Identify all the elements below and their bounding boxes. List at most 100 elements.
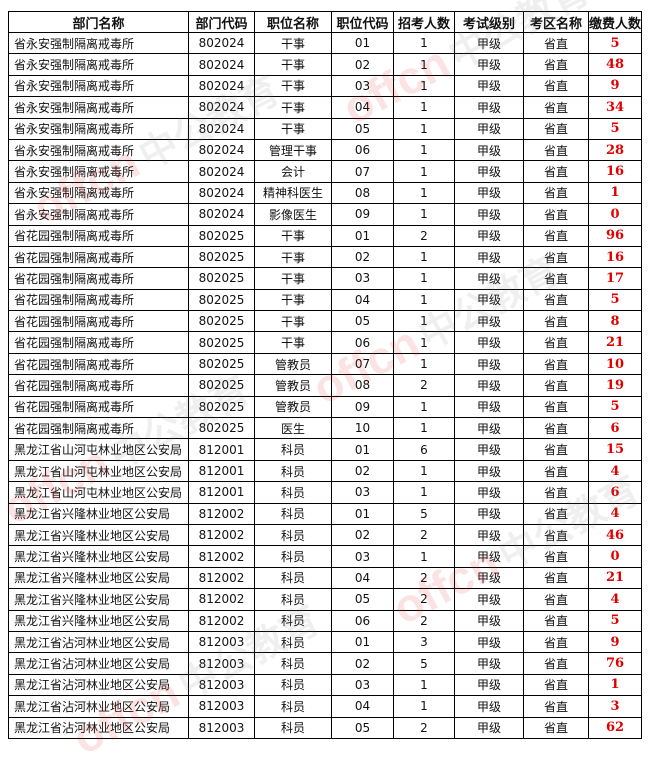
cell-dept-name: 黑龙江省沾河林业地区公安局 [8,695,189,718]
cell-exam-level: 甲级 [454,203,524,226]
table-row: 黑龙江省沾河林业地区公安局 812003 科员 04 1 甲级 省直 3 [8,695,643,718]
cell-exam-area: 省直 [523,160,589,183]
cell-position-name: 科员 [254,438,332,461]
cell-exam-area: 省直 [523,588,589,611]
table-row: 省永安强制隔离戒毒所 802024 干事 04 1 甲级 省直 34 [8,96,643,119]
cell-exam-area: 省直 [523,245,589,269]
cell-exam-level: 甲级 [454,31,524,55]
header-paid-count: 缴费人数 [587,11,643,33]
cell-exam-area: 省直 [523,523,589,547]
cell-position-name: 管教员 [254,352,332,376]
cell-exam-area: 省直 [523,609,589,632]
cell-exam-level: 甲级 [454,588,524,611]
cell-exam-level: 甲级 [454,288,524,312]
cell-position-name: 科员 [254,566,332,590]
cell-dept-code: 802025 [188,288,255,312]
cell-paid-count: 16 [587,160,643,183]
cell-dept-code: 802024 [188,96,255,119]
cell-position-name: 科员 [254,523,332,547]
table-row: 黑龙江省沾河林业地区公安局 812003 科员 01 3 甲级 省直 9 [8,630,643,654]
cell-exam-area: 省直 [523,331,589,354]
table-row: 黑龙江省沾河林业地区公安局 812003 科员 03 1 甲级 省直 1 [8,673,643,697]
cell-quota: 2 [393,609,455,632]
cell-dept-name: 省花园强制隔离戒毒所 [8,374,189,397]
cell-position-name: 干事 [254,245,332,269]
cell-position-code: 05 [331,716,394,739]
cell-position-code: 05 [331,588,394,611]
table-row: 黑龙江省兴隆林业地区公安局 812002 科员 05 2 甲级 省直 4 [8,588,643,611]
cell-paid-count: 5 [587,395,643,419]
cell-quota: 2 [393,224,455,247]
cell-quota: 1 [393,267,455,290]
table-row: 省花园强制隔离戒毒所 802025 干事 05 1 甲级 省直 8 [8,310,643,333]
cell-exam-level: 甲级 [454,502,524,525]
cell-dept-code: 802024 [188,74,255,98]
cell-dept-code: 802025 [188,267,255,290]
cell-quota: 2 [393,523,455,547]
cell-dept-code: 812002 [188,523,255,547]
cell-exam-level: 甲级 [454,310,524,333]
cell-position-name: 精神科医生 [254,181,332,205]
cell-position-code: 02 [331,652,394,675]
table-row: 省永安强制隔离戒毒所 802024 影像医生 09 1 甲级 省直 0 [8,203,643,226]
cell-dept-code: 812002 [188,545,255,568]
cell-position-name: 科员 [254,609,332,632]
cell-position-code: 02 [331,459,394,483]
header-dept-code: 部门代码 [188,11,255,33]
cell-position-name: 科员 [254,588,332,611]
cell-dept-name: 黑龙江省兴隆林业地区公安局 [8,545,189,568]
table-row: 省永安强制隔离戒毒所 802024 干事 02 1 甲级 省直 48 [8,53,643,76]
cell-position-name: 科员 [254,652,332,675]
cell-paid-count: 46 [587,523,643,547]
cell-exam-level: 甲级 [454,695,524,718]
cell-position-code: 03 [331,267,394,290]
table-row: 省永安强制隔离戒毒所 802024 干事 01 1 甲级 省直 5 [8,31,643,55]
cell-dept-code: 812003 [188,630,255,654]
cell-dept-code: 802024 [188,181,255,205]
cell-exam-area: 省直 [523,117,589,140]
cell-quota: 1 [393,53,455,76]
header-position-name: 职位名称 [254,11,332,33]
cell-position-code: 04 [331,288,394,312]
cell-dept-name: 省花园强制隔离戒毒所 [8,267,189,290]
header-position-code: 职位代码 [331,11,394,33]
cell-exam-level: 甲级 [454,245,524,269]
table-row: 省永安强制隔离戒毒所 802024 干事 05 1 甲级 省直 5 [8,117,643,140]
cell-paid-count: 4 [587,459,643,483]
cell-position-name: 科员 [254,459,332,483]
cell-position-name: 干事 [254,267,332,290]
cell-exam-area: 省直 [523,481,589,504]
cell-position-code: 03 [331,481,394,504]
table-row: 黑龙江省兴隆林业地区公安局 812002 科员 02 2 甲级 省直 46 [8,523,643,547]
cell-position-name: 干事 [254,53,332,76]
cell-dept-name: 黑龙江省兴隆林业地区公安局 [8,523,189,547]
cell-paid-count: 4 [587,588,643,611]
cell-dept-code: 802025 [188,331,255,354]
cell-quota: 5 [393,502,455,525]
cell-position-code: 08 [331,181,394,205]
cell-paid-count: 0 [587,545,643,568]
cell-exam-level: 甲级 [454,96,524,119]
table-row: 黑龙江省山河屯林业地区公安局 812001 科员 02 1 甲级 省直 4 [8,459,643,483]
cell-quota: 2 [393,566,455,590]
cell-dept-code: 812002 [188,609,255,632]
cell-position-name: 干事 [254,74,332,98]
cell-dept-name: 省永安强制隔离戒毒所 [8,138,189,162]
cell-dept-name: 省永安强制隔离戒毒所 [8,53,189,76]
cell-dept-name: 黑龙江省沾河林业地区公安局 [8,673,189,697]
cell-position-name: 干事 [254,96,332,119]
cell-position-code: 10 [331,417,394,440]
cell-dept-name: 黑龙江省山河屯林业地区公安局 [8,481,189,504]
cell-exam-area: 省直 [523,288,589,312]
cell-paid-count: 34 [587,96,643,119]
cell-dept-name: 黑龙江省山河屯林业地区公安局 [8,438,189,461]
cell-exam-area: 省直 [523,502,589,525]
cell-position-code: 09 [331,203,394,226]
cell-position-name: 干事 [254,224,332,247]
cell-paid-count: 76 [587,652,643,675]
cell-exam-level: 甲级 [454,395,524,419]
cell-exam-level: 甲级 [454,438,524,461]
cell-paid-count: 8 [587,310,643,333]
cell-quota: 1 [393,288,455,312]
table-row: 省花园强制隔离戒毒所 802025 干事 04 1 甲级 省直 5 [8,288,643,312]
